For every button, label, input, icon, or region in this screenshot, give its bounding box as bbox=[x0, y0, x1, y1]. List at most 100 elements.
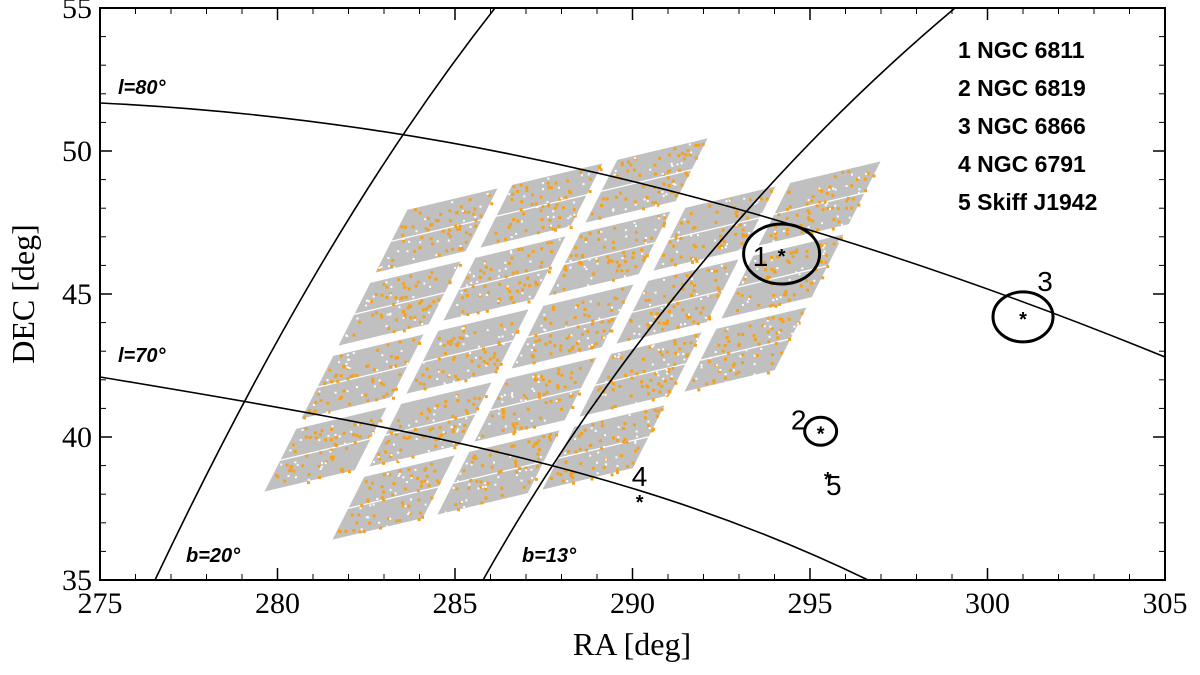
target-point bbox=[407, 287, 411, 291]
target-point bbox=[660, 353, 664, 357]
target-point bbox=[425, 474, 429, 478]
target-point bbox=[742, 234, 746, 238]
target-point bbox=[635, 238, 639, 242]
target-point bbox=[514, 459, 518, 463]
target-point bbox=[290, 464, 294, 468]
target-point bbox=[686, 316, 690, 320]
target-point bbox=[324, 438, 328, 442]
field-speckle bbox=[588, 345, 591, 348]
target-point bbox=[586, 329, 590, 333]
target-point bbox=[368, 521, 372, 525]
target-point bbox=[612, 355, 616, 359]
field-speckle bbox=[546, 201, 549, 204]
target-point bbox=[382, 395, 386, 399]
target-point bbox=[423, 468, 427, 472]
target-point bbox=[482, 359, 486, 363]
target-point bbox=[406, 306, 410, 310]
field-speckle bbox=[670, 162, 673, 165]
target-point bbox=[461, 429, 465, 433]
target-point bbox=[414, 208, 418, 212]
target-point bbox=[614, 195, 618, 199]
field-speckle bbox=[307, 478, 310, 481]
target-point bbox=[486, 481, 490, 485]
field-speckle bbox=[605, 458, 608, 461]
target-point bbox=[738, 223, 742, 227]
target-point bbox=[342, 389, 346, 393]
curve-label-b20: b=20° bbox=[186, 545, 241, 567]
field-speckle bbox=[577, 340, 580, 343]
target-point bbox=[863, 177, 867, 181]
target-point bbox=[414, 284, 418, 288]
field-speckle bbox=[456, 480, 459, 483]
target-point bbox=[667, 184, 671, 188]
field-speckle bbox=[567, 225, 570, 228]
field-speckle bbox=[456, 304, 459, 307]
target-point bbox=[770, 327, 774, 331]
target-point bbox=[676, 325, 680, 329]
target-point bbox=[564, 321, 568, 325]
target-point bbox=[665, 350, 669, 354]
target-point bbox=[693, 343, 697, 347]
target-point bbox=[422, 382, 426, 386]
target-point bbox=[544, 383, 548, 387]
field-speckle bbox=[721, 247, 724, 250]
field-speckle bbox=[590, 427, 593, 430]
target-point bbox=[832, 218, 836, 222]
target-point bbox=[455, 487, 459, 491]
target-point bbox=[574, 450, 578, 454]
field-speckle bbox=[634, 157, 637, 160]
target-point bbox=[384, 450, 388, 454]
target-point bbox=[499, 362, 503, 366]
target-point bbox=[374, 311, 378, 315]
field-speckle bbox=[457, 428, 460, 431]
target-point bbox=[458, 227, 462, 231]
field-speckle bbox=[334, 391, 337, 394]
field-speckle bbox=[670, 314, 673, 317]
target-point bbox=[307, 472, 311, 476]
target-point bbox=[547, 203, 551, 207]
target-point bbox=[419, 484, 423, 488]
target-point bbox=[566, 179, 570, 183]
target-point bbox=[693, 284, 697, 288]
target-point bbox=[610, 308, 614, 312]
target-point bbox=[749, 198, 753, 202]
field-speckle bbox=[397, 451, 400, 454]
target-point bbox=[466, 313, 470, 317]
field-speckle bbox=[747, 231, 750, 234]
target-point bbox=[825, 192, 829, 196]
field-speckle bbox=[753, 363, 756, 366]
target-point bbox=[432, 300, 436, 304]
target-point bbox=[615, 468, 619, 472]
target-point bbox=[620, 163, 624, 167]
target-point bbox=[548, 340, 552, 344]
field-speckle bbox=[533, 389, 536, 392]
field-speckle bbox=[360, 528, 363, 531]
target-point bbox=[683, 157, 687, 161]
field-speckle bbox=[537, 273, 540, 276]
target-point bbox=[487, 193, 491, 197]
field-speckle bbox=[498, 412, 501, 415]
field-speckle bbox=[735, 224, 738, 227]
target-point bbox=[463, 325, 467, 329]
field-speckle bbox=[406, 250, 409, 253]
target-point bbox=[556, 371, 560, 375]
field-speckle bbox=[459, 244, 462, 247]
target-point bbox=[775, 331, 779, 335]
target-point bbox=[392, 302, 396, 306]
target-point bbox=[674, 236, 678, 240]
field-speckle bbox=[560, 197, 563, 200]
field-speckle bbox=[414, 468, 417, 471]
target-point bbox=[427, 484, 431, 488]
field-speckle bbox=[474, 215, 477, 218]
field-speckle bbox=[624, 229, 627, 232]
curve-b13 bbox=[482, 8, 956, 580]
target-point bbox=[734, 232, 738, 236]
target-point bbox=[553, 344, 557, 348]
target-point bbox=[452, 357, 456, 361]
field-speckle bbox=[601, 393, 604, 396]
target-point bbox=[447, 232, 451, 236]
target-point bbox=[388, 365, 392, 369]
field-speckle bbox=[294, 461, 297, 464]
target-point bbox=[449, 342, 453, 346]
